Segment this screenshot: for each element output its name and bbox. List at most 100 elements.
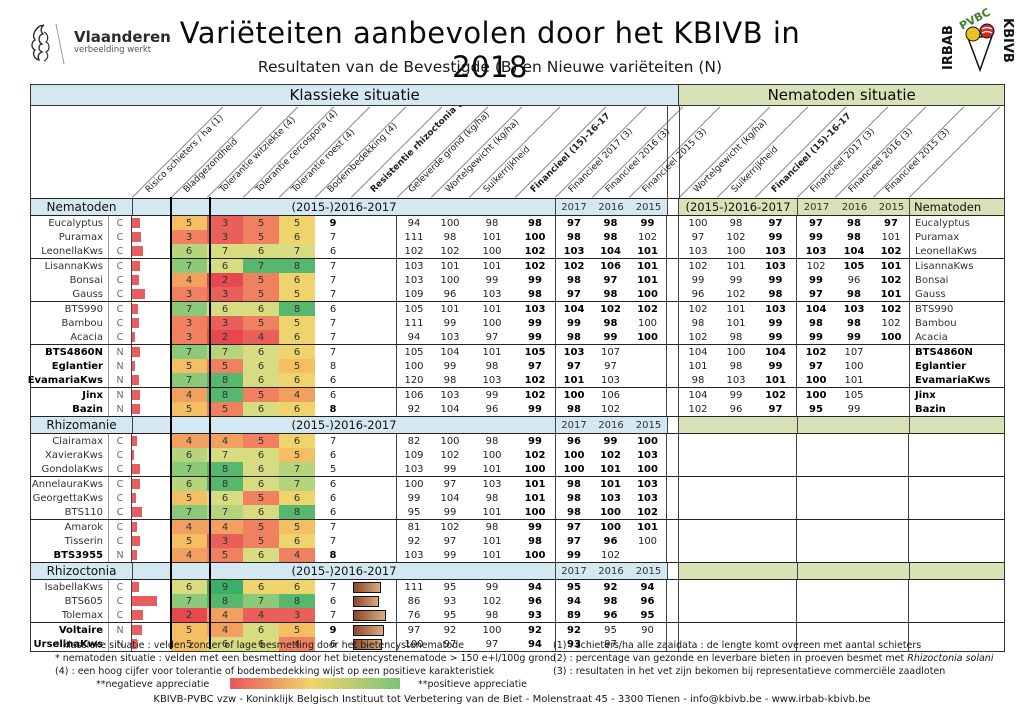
n-financieel-15-16-17: 103 xyxy=(755,244,797,258)
risk-schieters-bar-cell xyxy=(132,259,171,273)
score-cell-witziekte: 4 xyxy=(207,623,243,637)
n-financieel-2015 xyxy=(873,373,909,387)
financieel-2015: 103 xyxy=(629,477,667,491)
n-empty xyxy=(797,580,909,594)
variety-row-acacia: Acacia C 3 2 4 6 7 94 103 97 99 98 99 100 102 98 99 99 99 1… xyxy=(31,330,1004,345)
wortelgewicht: 100 xyxy=(440,217,460,229)
score-cell-roest: 4 xyxy=(279,637,315,651)
variety-row-annelaurakws: AnnelauraKws C 6 8 6 7 6 100 97 103 101 98 101 103 xyxy=(31,477,1004,491)
half-gap xyxy=(667,359,679,373)
bodembedekking-value: 6 xyxy=(329,492,337,504)
n-empty xyxy=(909,448,1004,462)
n-empty xyxy=(797,608,909,622)
score-cell-witziekte: 5 xyxy=(207,359,243,373)
year-label: 2015 xyxy=(878,201,905,213)
score-cell-roest: 5 xyxy=(279,623,315,637)
bodembedekking-value: 6 xyxy=(329,478,337,490)
rhizoctonia-resistance-cell xyxy=(351,230,397,244)
score-cell-roest: 3 xyxy=(279,608,315,622)
n-suikerrijkheid: 98 xyxy=(729,217,743,229)
wortelgewicht: 102 xyxy=(440,521,460,533)
wortelgewicht: 99 xyxy=(443,506,457,518)
rhizoctonia-resistance-cell xyxy=(351,534,397,548)
financieel-2015: 96 xyxy=(629,594,667,608)
risk-bar xyxy=(132,375,139,385)
variety-status: C xyxy=(109,302,132,316)
score-cell-bladgezondheid: 3 xyxy=(171,330,207,344)
score-cell-roest: 5 xyxy=(279,520,315,534)
score-cell-cercospora: 5 xyxy=(243,520,279,534)
n-wortelgewicht: 102 xyxy=(688,303,708,315)
score-cell-bladgezondheid: 7 xyxy=(171,594,207,608)
geleverde-grond: 111 xyxy=(404,317,424,329)
financieel-2015: 95 xyxy=(629,608,667,622)
risk-schieters-bar-cell xyxy=(132,345,171,359)
year-label: 2017 xyxy=(803,201,830,213)
variety-name-right: Jinx xyxy=(909,388,1004,402)
n-financieel-15-16-17: 102 xyxy=(755,388,797,402)
financieel-2017: 94 xyxy=(555,594,592,608)
n-empty xyxy=(679,608,797,622)
score-cell-witziekte: 7 xyxy=(207,345,243,359)
score-cell-cercospora: 6 xyxy=(243,448,279,462)
wortelgewicht: 100 xyxy=(440,274,460,286)
risk-bar xyxy=(132,436,137,446)
bodembedekking-value: 6 xyxy=(329,595,337,607)
n-wortelgewicht: 98 xyxy=(691,317,705,329)
financieel-15-16-17: 102 xyxy=(524,389,546,401)
n-financieel-2015: 97 xyxy=(884,217,898,229)
financieel-2016: 95 xyxy=(604,624,617,636)
variety-name: Bonsai xyxy=(31,273,109,287)
suikerrijkheid: 100 xyxy=(482,624,502,636)
rhizoctonia-resistance-cell xyxy=(351,608,397,622)
rhizoctonia-resistance-cell xyxy=(351,505,397,519)
financieel-2015 xyxy=(629,373,667,387)
financieel-2016: 104 xyxy=(600,245,621,257)
section-label: Nematoden xyxy=(31,199,132,215)
financieel-2017: 103 xyxy=(555,345,592,359)
bodembedekking-value: 7 xyxy=(329,231,337,243)
financieel-2016: 100 xyxy=(600,506,621,518)
n-financieel-2015 xyxy=(873,345,909,359)
n-wortelgewicht: 102 xyxy=(688,331,708,343)
score-cell-cercospora: 5 xyxy=(243,216,279,230)
variety-row-gauss: Gauss C 3 3 5 5 7 109 96 103 98 97 98 100 96 102 98 97 98 1… xyxy=(31,287,1004,302)
n-empty xyxy=(797,434,909,448)
band-klassieke-situatie: Klassieke situatie xyxy=(31,85,680,105)
risk-schieters-bar-cell xyxy=(132,273,171,287)
variety-status: N xyxy=(109,637,132,651)
n-financieel-2017: 104 xyxy=(805,303,827,315)
financieel-2016: 100 xyxy=(600,521,621,533)
risk-schieters-bar-cell xyxy=(132,491,171,505)
score-cell-bladgezondheid: 5 xyxy=(171,402,207,416)
right-name-header: Nematoden xyxy=(909,199,1004,215)
n-empty xyxy=(679,462,797,476)
variety-name-right: Puramax xyxy=(909,230,1004,244)
variety-name: BTS605 xyxy=(31,594,109,608)
risk-schieters-bar-cell xyxy=(132,287,171,301)
financieel-15-16-17: 99 xyxy=(528,274,542,286)
variety-name-right: Acacia xyxy=(909,330,1004,344)
variety-status: C xyxy=(109,330,132,344)
n-financieel-15-16-17: 103 xyxy=(755,259,797,273)
variety-row-tisserin: Tisserin C 5 3 5 6 7 92 97 101 98 97 96 100 xyxy=(31,534,1004,548)
score-cell-cercospora: 4 xyxy=(243,608,279,622)
financieel-15-16-17: 101 xyxy=(524,492,546,504)
years-header: 2017 2016 2015 xyxy=(555,563,667,579)
risk-schieters-bar-cell xyxy=(132,244,171,258)
bodembedekking-value: 8 xyxy=(329,549,337,561)
risk-bar xyxy=(132,625,142,635)
n-suikerrijkheid: 99 xyxy=(729,274,743,286)
variety-name: EvamariaKws xyxy=(28,373,109,387)
financieel-2015: 100 xyxy=(629,434,667,448)
year-label: 2015 xyxy=(635,201,662,213)
score-cell-roest: 6 xyxy=(279,491,315,505)
financieel-2015: 100 xyxy=(629,316,667,330)
score-cell-cercospora: 7 xyxy=(243,594,279,608)
risk-schieters-bar-cell xyxy=(132,462,171,476)
risk-schieters-bar-cell xyxy=(132,230,171,244)
rhizoctonia-resistance-cell xyxy=(351,580,397,594)
score-cell-roest: 8 xyxy=(279,302,315,316)
n-financieel-2017: 99 xyxy=(809,274,823,286)
risk-bar xyxy=(132,232,141,242)
